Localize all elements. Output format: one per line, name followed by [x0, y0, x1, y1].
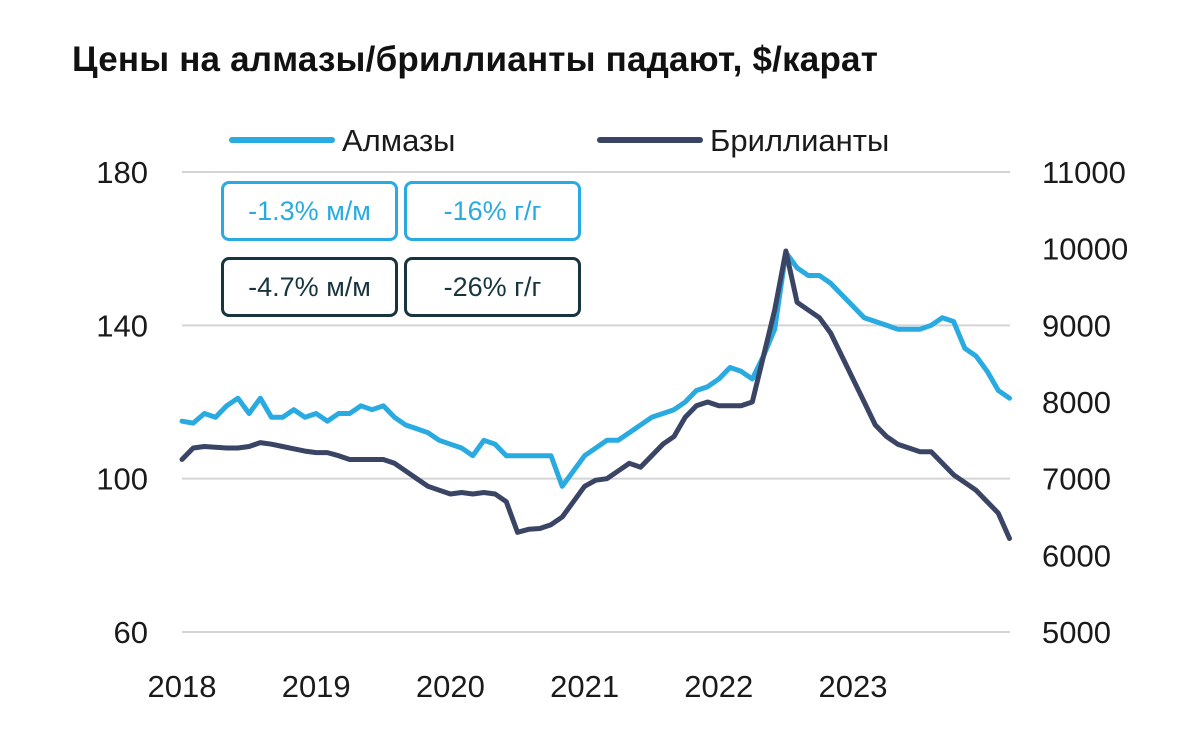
grid-layer [182, 171, 1010, 633]
annotation-brillianty-gg: -26% г/г [404, 257, 581, 317]
y-left-tick-label: 180 [96, 155, 148, 190]
y-left-tick-label: 100 [96, 462, 148, 497]
y-right-tick-label: 9000 [1042, 308, 1111, 343]
y-left-tick-label: 140 [96, 308, 148, 343]
annotation-almazy-mm: -1.3% м/м [221, 181, 398, 241]
legend-label-almazy: Алмазы [342, 123, 455, 158]
annotation-brillianty-mm: -4.7% м/м [221, 257, 398, 317]
y-right-tick-label: 5000 [1042, 615, 1111, 650]
series-layer [179, 248, 1012, 541]
x-tick-label: 2019 [282, 669, 351, 704]
y-right-tick-label: 8000 [1042, 385, 1111, 420]
x-tick-label: 2023 [818, 669, 887, 704]
y-left-tick-label: 60 [114, 615, 148, 650]
y-right-tick-label: 11000 [1042, 155, 1126, 190]
series-line-brillianty [179, 248, 1012, 541]
left-axis: 180 140 100 60 [96, 155, 148, 650]
y-right-tick-label: 6000 [1042, 538, 1111, 573]
right-axis: 11000 10000 9000 8000 7000 6000 5000 [1042, 155, 1128, 650]
legend: Алмазы Бриллианты [229, 123, 889, 158]
series-line-almazy [179, 250, 1012, 489]
legend-label-brillianty: Бриллианты [710, 123, 889, 158]
x-tick-label: 2020 [416, 669, 485, 704]
chart-title: Цены на алмазы/бриллианты падают, $/кара… [72, 40, 879, 79]
x-tick-label: 2022 [684, 669, 753, 704]
y-right-tick-label: 7000 [1042, 462, 1111, 497]
x-tick-label: 2021 [550, 669, 619, 704]
x-tick-label: 2018 [148, 669, 217, 704]
annotation-almazy-gg: -16% г/г [404, 181, 581, 241]
x-axis: 2018 2019 2020 2021 2022 2023 [148, 669, 888, 704]
y-right-tick-label: 10000 [1042, 232, 1128, 267]
